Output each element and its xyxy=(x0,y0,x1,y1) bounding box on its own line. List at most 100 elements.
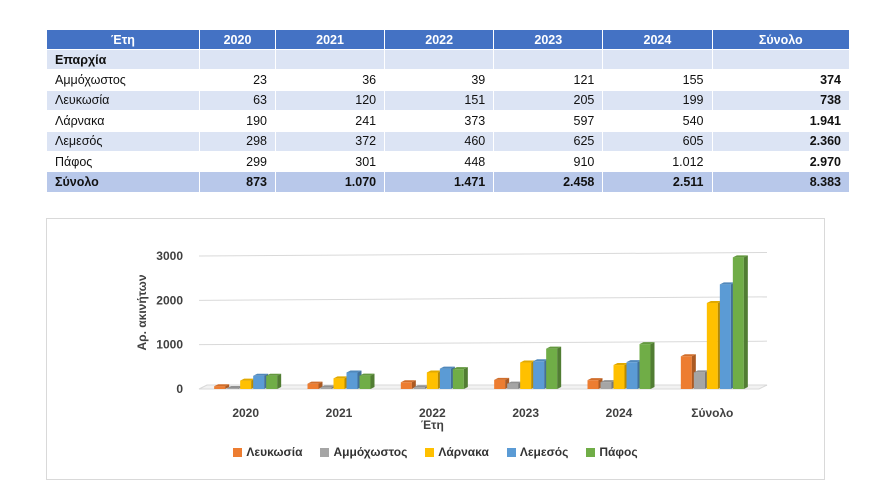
bar-chart: 0 1000 2000 3000 2020 2021 2022 2023 2024 Σύνολο Έ… xyxy=(46,218,825,480)
table-cell: 605 xyxy=(602,130,713,152)
legend-item: Πάφος xyxy=(586,445,638,459)
bar xyxy=(507,383,519,389)
table-cell: 910 xyxy=(493,150,604,173)
bar-top xyxy=(426,370,442,373)
grand-total: 8.383 xyxy=(711,171,850,193)
bar xyxy=(333,378,345,389)
bar xyxy=(546,348,558,389)
y-tick-label: 0 xyxy=(176,382,183,396)
bar-top xyxy=(626,360,642,363)
bar xyxy=(452,369,464,389)
legend-label: Λεμεσός xyxy=(519,445,569,459)
bar-top xyxy=(400,380,416,383)
bar-top xyxy=(613,363,629,366)
bar-side xyxy=(370,373,375,389)
table-cell: 1.070 xyxy=(274,171,386,193)
x-tick-label: 2020 xyxy=(232,406,259,420)
table-cell: 301 xyxy=(274,150,386,173)
table-cell: 2.511 xyxy=(602,171,713,193)
table-row: Λεμεσός 298 372 460 625 605 2.360 xyxy=(46,130,850,152)
bar-top xyxy=(639,342,655,345)
legend-swatch xyxy=(586,447,596,457)
legend-swatch xyxy=(233,447,243,457)
table-cell: 23 xyxy=(199,69,276,91)
table-cell: 205 xyxy=(493,89,604,112)
legend-label: Λάρνακα xyxy=(438,445,489,459)
bar xyxy=(307,383,319,389)
table-cell: 63 xyxy=(199,89,276,112)
bar-top xyxy=(494,377,510,380)
chart-legend: Λευκωσία Αμμόχωστος Λάρνακα Λεμεσός Πάφος xyxy=(47,445,824,459)
bar-top xyxy=(266,373,282,376)
x-tick-label: 2023 xyxy=(512,406,539,420)
row-total: 2.970 xyxy=(711,150,850,173)
legend-item: Λεμεσός xyxy=(506,445,569,459)
bar xyxy=(680,356,692,389)
bar xyxy=(227,387,239,389)
row-total: 738 xyxy=(711,89,850,112)
bar-top xyxy=(520,360,536,363)
table-row: Αμμόχωστος 23 36 39 121 155 374 xyxy=(46,69,850,91)
bar xyxy=(439,368,451,389)
bar-top xyxy=(346,370,362,373)
bar-top xyxy=(680,354,696,357)
bar-top xyxy=(307,381,323,384)
bar xyxy=(253,375,265,389)
table-cell: 199 xyxy=(602,89,713,112)
bar xyxy=(706,302,718,389)
bar-side xyxy=(463,367,468,389)
bar-top xyxy=(413,385,429,388)
section-label: Επαρχία xyxy=(46,48,200,71)
bar-top xyxy=(507,381,523,384)
bar xyxy=(426,372,438,389)
bar-top xyxy=(253,373,269,376)
y-tick-label: 1000 xyxy=(156,338,183,352)
bar-top xyxy=(333,376,349,379)
table-cell: 241 xyxy=(274,110,386,132)
header-cell: 2024 xyxy=(602,29,713,50)
legend-swatch xyxy=(506,447,516,457)
x-axis-title: Έτη xyxy=(421,418,444,432)
row-label: Λευκωσία xyxy=(46,89,200,112)
row-total: 1.941 xyxy=(711,110,850,132)
bar xyxy=(693,372,705,389)
table-cell: 372 xyxy=(274,130,386,152)
legend-swatch xyxy=(425,447,435,457)
bar xyxy=(413,387,425,389)
table-cell: 460 xyxy=(384,130,495,152)
x-tick-label: Σύνολο xyxy=(691,406,733,420)
table-cell: 1.471 xyxy=(384,171,495,193)
bar-top xyxy=(706,300,722,303)
bar xyxy=(533,361,545,389)
table-cell: 2.458 xyxy=(493,171,604,193)
totals-row: Σύνολο 873 1.070 1.471 2.458 2.511 8.383 xyxy=(46,171,850,193)
table-cell: 36 xyxy=(274,69,386,91)
bar-top xyxy=(320,385,336,388)
bar xyxy=(600,382,612,389)
gridline xyxy=(198,252,768,257)
table-row: Πάφος 299 301 448 910 1.012 2.970 xyxy=(46,150,850,173)
legend-label: Πάφος xyxy=(599,445,638,459)
bar-top xyxy=(587,378,603,381)
legend-swatch xyxy=(320,447,330,457)
table-cell: 540 xyxy=(602,110,713,132)
bar-top xyxy=(600,380,616,383)
bar xyxy=(719,284,731,389)
bar-top xyxy=(359,373,375,376)
table-row: Λάρνακα 190 241 373 597 540 1.941 xyxy=(46,110,850,132)
bar-top xyxy=(227,385,243,388)
row-label: Σύνολο xyxy=(46,171,200,193)
bar xyxy=(346,372,358,389)
section-row: Επαρχία xyxy=(46,48,850,71)
header-cell: 2023 xyxy=(493,29,604,50)
chart-canvas: 0 1000 2000 3000 2020 2021 2022 2023 2024 Σύνολο Έ… xyxy=(135,249,768,432)
table-cell: 190 xyxy=(199,110,276,132)
table-cell: 373 xyxy=(384,110,495,132)
bar-top xyxy=(439,366,455,369)
bar-top xyxy=(719,282,735,285)
table-cell: 299 xyxy=(199,150,276,173)
legend-label: Αμμόχωστος xyxy=(333,445,408,459)
x-tick-label: 2021 xyxy=(326,406,353,420)
y-tick-label: 2000 xyxy=(156,293,183,307)
bar xyxy=(732,257,744,389)
